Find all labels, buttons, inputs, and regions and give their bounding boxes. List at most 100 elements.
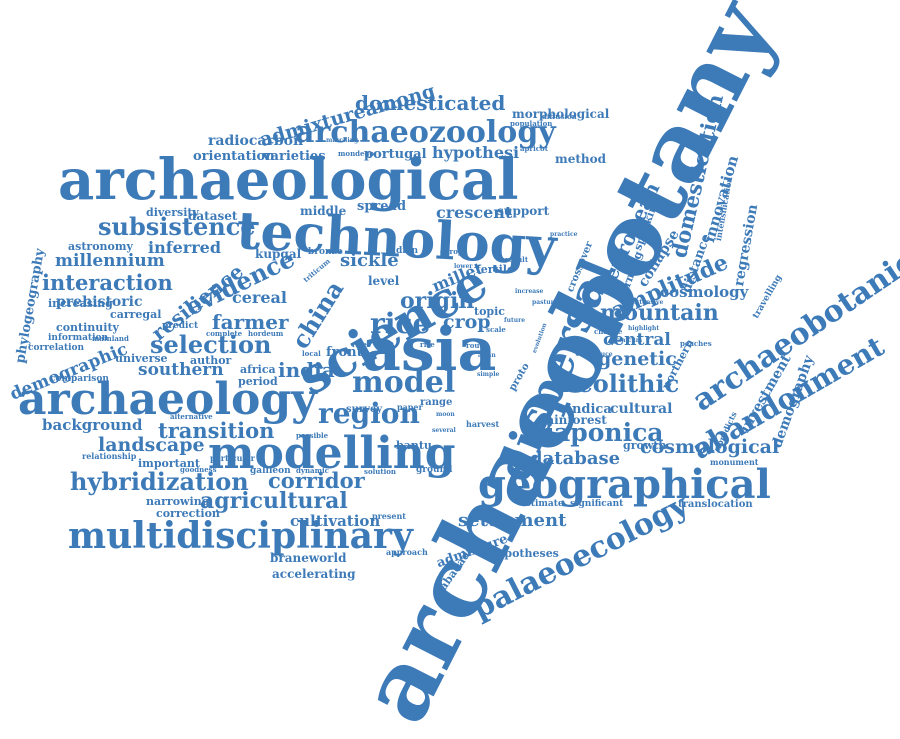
word-settlement: settlement [458,510,567,531]
word-cultural: cultural [610,401,673,417]
word-moon: moon [436,411,455,418]
word-rice: rice [370,307,431,340]
word-estimate: estimate [520,499,564,509]
word-europe: europe [440,247,468,256]
word-middle: middle [300,204,347,218]
word-india: india [278,358,335,382]
word-approach: approach [386,547,428,557]
word-travelling: travelling [751,273,785,321]
word-alternative: alternative [170,412,213,421]
word-asia: asia [362,315,497,385]
word-period: period [238,375,278,388]
word-crop: crop [443,311,491,333]
word-inferred: inferred [148,238,221,257]
word-radiocarbon: radiocarbon [208,133,304,149]
word-relationship: relationship [82,451,137,461]
word-agricultural: agricultural [200,488,348,514]
word-farmer: farmer [212,310,289,334]
word-bronze: bronze [308,247,343,257]
word-diffusion: diffusion [542,112,577,121]
word-cloud: archaeobotany archaeological technology … [7,0,900,739]
word-rise: rise [420,340,435,349]
word-harvest: harvest [466,419,500,429]
word-mountain: mountain [600,300,719,326]
word-increasing: increasing [48,297,113,310]
word-monument: monument [710,457,759,467]
word-complete: complete [206,329,243,338]
word-growth: growth [623,439,667,452]
word-cereal: cereal [232,288,287,307]
word-range: range [420,397,453,408]
word-goodness: goodness [180,465,217,474]
word-spread: spread [357,199,407,214]
word-origin: origin [400,288,475,314]
word-lower: lower [454,263,473,270]
word-corridor: corridor [268,468,365,493]
word-route: route [466,341,488,350]
word-kupgal: kupgal [255,247,302,261]
word-interaction: interaction [42,270,173,295]
word-database: database [530,448,621,469]
word-domesticated: domesticated [355,91,506,115]
word-significant: significant [570,499,624,509]
word-narrowing: narrowing [146,495,210,508]
word-orientation: orientation [193,149,275,164]
word-model: model [352,365,456,400]
word-present: present [372,511,407,521]
word-archaeology: archaeology [18,374,317,425]
word-archaeological: archaeological [58,147,519,213]
word-sickle: sickle [340,250,399,271]
word-local: local [302,349,321,358]
word-subsistence: subsistence [98,212,256,241]
word-background: background [42,416,143,434]
word-predict: predict [162,321,199,331]
word-cosmology: cosmology [660,283,749,301]
word-level: level [368,274,400,288]
word-panicum: panicum [613,337,643,344]
word-hypothesi: hypothesi [432,143,520,162]
word-hypotheses: hypotheses [490,547,559,560]
word-dynamic: dynamic [296,466,329,475]
word-fertile: fertile [476,263,514,276]
word-bantu: bantu [396,439,432,452]
word-population: population [510,119,553,128]
word-transition: transition [158,418,275,443]
word-regression: regression [731,203,762,288]
word-information: information [48,333,109,343]
word-modelling: modelling [208,428,456,479]
word-indian: indian [386,246,419,256]
word-geographical: geographical [478,461,771,508]
word-marching: marching [326,137,359,144]
word-practice: practice [550,231,578,238]
word-simple: simple [477,371,500,378]
word-introduce: introduce [580,351,613,358]
word-correlation: correlation [28,343,85,353]
word-region: region [318,397,420,430]
word-author: author [190,354,232,367]
word-peaches: peaches [680,339,712,348]
word-future: future [504,317,526,324]
word-prehistoric: prehistoric [56,294,143,310]
word-comparison: comparison [50,374,109,384]
word-diversity: diversity [146,206,199,219]
word-cultivation: cultivation [290,512,381,530]
word-several: several [432,427,456,434]
word-solution: solution [364,467,397,476]
word-correction: correction [156,507,220,520]
word-braneworld: braneworld [270,551,347,565]
word-increase: increase [515,288,544,295]
word-morphological: morphological [512,107,610,121]
word-neolithic: neolithic [560,369,680,398]
word-translocation: translocation [678,499,753,510]
word-result: result [505,255,529,264]
word-hybridization: hybridization [70,467,249,496]
word-extensive: extensive [632,299,664,306]
word-multidisciplinary: multidisciplinary [68,515,413,557]
word-continuity: continuity [56,321,119,334]
word-varieties: varieties [263,149,326,164]
word-africa: africa [240,363,276,376]
word-possible: possible [296,431,329,440]
word-landscape: landscape [98,434,205,456]
word-portugal: portugal [364,147,427,162]
word-universe: universe [115,352,168,365]
